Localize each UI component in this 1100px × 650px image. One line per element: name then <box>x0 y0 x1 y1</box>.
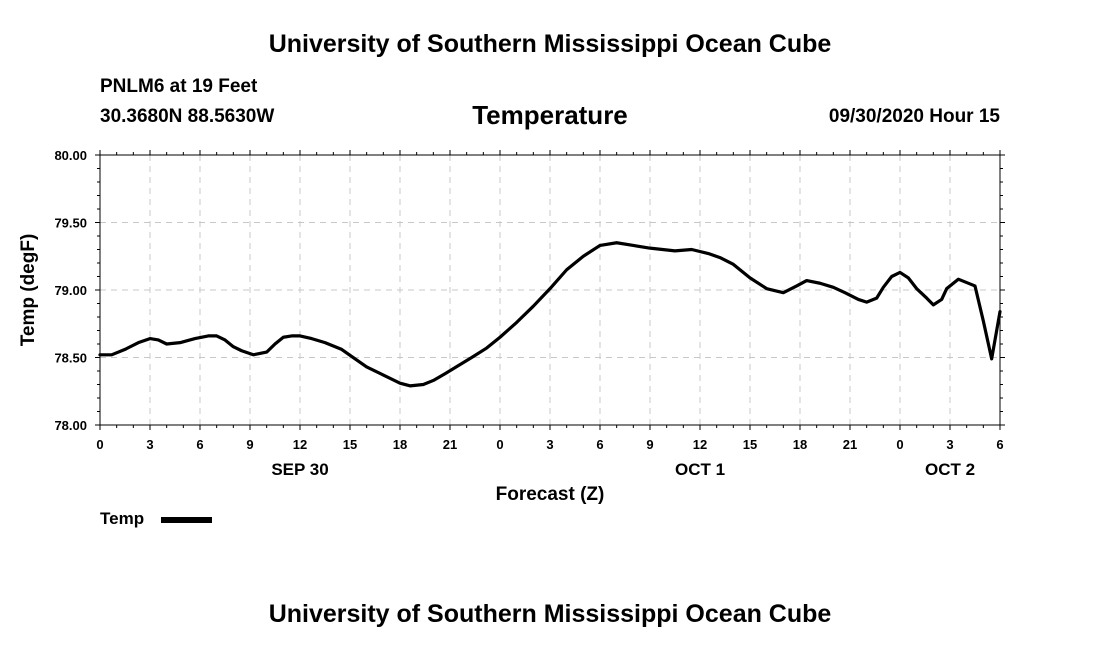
legend-label: Temp <box>100 509 145 528</box>
x-tick-label: 0 <box>496 437 503 452</box>
day-labels: SEP 30 OCT 1 OCT 2 <box>271 460 975 479</box>
x-tick-label: 3 <box>946 437 953 452</box>
x-tick-label: 18 <box>793 437 807 452</box>
x-tick-label: 6 <box>196 437 203 452</box>
x-tick-label: 21 <box>443 437 457 452</box>
y-tick-label: 78.50 <box>54 351 87 366</box>
x-tick-label: 0 <box>896 437 903 452</box>
y-axis-title: Temp (degF) <box>18 234 39 347</box>
station-name: PNLM6 at 19 Feet <box>100 76 258 97</box>
x-axis-title: Forecast (Z) <box>496 484 605 505</box>
chart-title: Temperature <box>472 100 628 130</box>
x-tick-label: 12 <box>693 437 707 452</box>
station-coordinates: 30.3680N 88.5630W <box>100 106 275 127</box>
x-tick-label: 6 <box>996 437 1003 452</box>
day-label: OCT 2 <box>925 460 975 479</box>
x-tick-label: 3 <box>546 437 553 452</box>
x-tick-label: 21 <box>843 437 857 452</box>
x-tick-label: 15 <box>343 437 357 452</box>
y-tick-label: 79.00 <box>54 283 87 298</box>
x-tick-label: 9 <box>646 437 653 452</box>
day-label: SEP 30 <box>271 460 328 479</box>
grid <box>100 155 1000 425</box>
axis-ticks <box>95 150 1005 430</box>
x-tick-label: 15 <box>743 437 757 452</box>
x-tick-label: 18 <box>393 437 407 452</box>
temp-series-line <box>98 241 1002 388</box>
x-tick-label: 9 <box>246 437 253 452</box>
x-tick-label: 12 <box>293 437 307 452</box>
forecast-datetime: 09/30/2020 Hour 15 <box>828 106 1000 127</box>
x-axis-tick-labels: 0 3 6 9 12 15 18 21 0 3 6 9 12 15 18 21 0 3 6 <box>96 437 1003 452</box>
x-tick-label: 0 <box>96 437 103 452</box>
y-tick-label: 78.00 <box>54 418 87 433</box>
y-axis-tick-labels: 78.00 78.50 79.00 79.50 80.00 <box>54 148 87 433</box>
legend-line-swatch <box>161 517 212 523</box>
y-tick-label: 79.50 <box>54 216 87 231</box>
day-label: OCT 1 <box>675 460 725 479</box>
bottom-title: University of Southern Mississippi Ocean… <box>268 600 832 628</box>
y-tick-label: 80.00 <box>54 148 87 163</box>
top-title: University of Southern Mississippi Ocean… <box>268 30 832 58</box>
x-tick-label: 3 <box>146 437 153 452</box>
x-tick-label: 6 <box>596 437 603 452</box>
